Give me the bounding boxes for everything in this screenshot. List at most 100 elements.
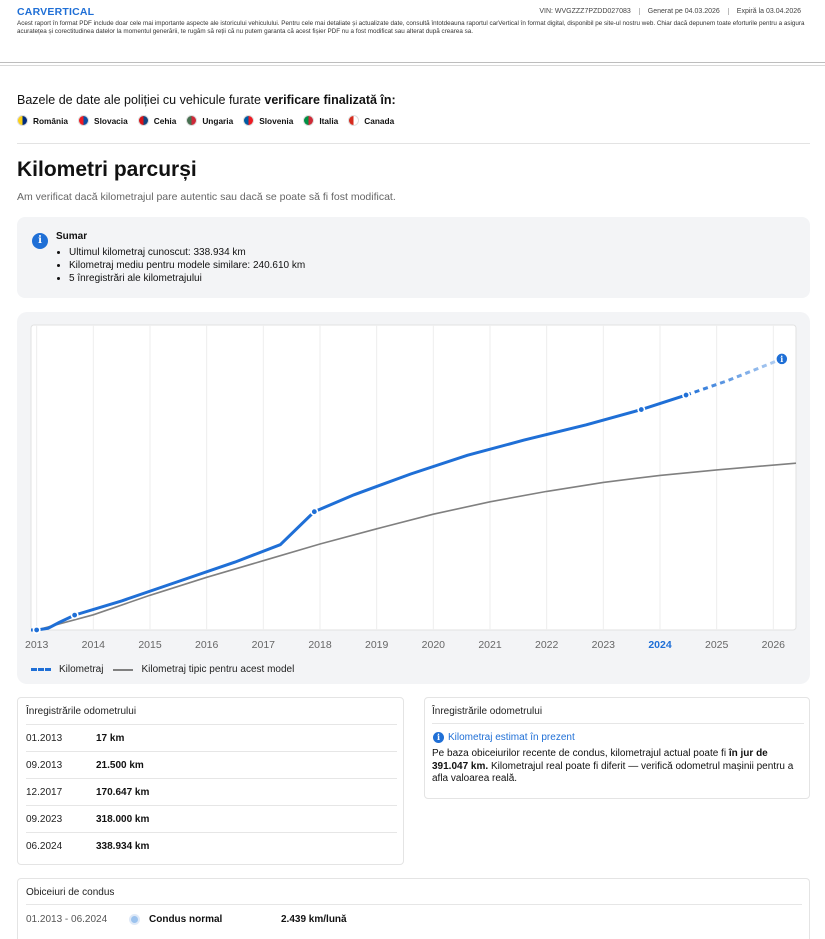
country-name: Canada [364, 115, 395, 126]
x-tick-label: 2024 [648, 639, 672, 651]
habits-title: Obiceiuri de condus [26, 887, 115, 898]
stolen-db-title: Bazele de date ale poliției cu vehicule … [17, 93, 396, 107]
country-item: România [17, 115, 68, 126]
record-km: 338.934 km [96, 841, 150, 852]
country-list: România Slovacia Cehia Ungaria Slovenia Itali… [17, 115, 394, 126]
x-tick-label: 2019 [365, 639, 389, 651]
flag-icon [348, 115, 360, 126]
x-tick-label: 2016 [195, 639, 219, 651]
estimate-heading: Kilometraj estimat în prezent [448, 732, 575, 743]
country-item: Ungaria [186, 115, 233, 126]
vin-label: VIN: WVGZZZ7PZDD027083 [539, 8, 631, 15]
summary-item: Kilometraj mediu pentru modele similare:… [69, 259, 305, 272]
series-line-typical [36, 462, 797, 631]
habit-type: Condus normal [149, 914, 223, 925]
series-line-kilometraj [35, 393, 688, 632]
data-point [32, 625, 41, 634]
record-km: 17 km [96, 733, 125, 744]
table-row: 09.2013 21.500 km [26, 751, 397, 778]
x-tick-label: 2015 [138, 639, 162, 651]
habit-status-dot [129, 914, 140, 925]
info-icon: i [433, 732, 444, 743]
carvertical-logo[interactable]: CARVERTICAL [17, 6, 95, 18]
country-name: Cehia [153, 115, 177, 126]
table-row: 01.2013 17 km [26, 724, 397, 751]
x-tick-label: 2020 [422, 639, 446, 651]
plot-area [30, 324, 797, 631]
data-point [310, 507, 319, 516]
record-km: 21.500 km [96, 760, 144, 771]
table-row: 09.2023 318.000 km [26, 805, 397, 832]
legend-label: Kilometraj [59, 664, 104, 675]
country-name: Slovenia [259, 115, 294, 126]
x-tick-label: 2021 [478, 639, 502, 651]
mileage-chart: 2013 2014 2015 2016 2017 2018 2019 2020 2021 2022… [17, 312, 810, 684]
flag-icon [137, 115, 149, 126]
section-title: Kilometri parcurși [17, 158, 197, 181]
mileage-chart-svg: 2013 2014 2015 2016 2017 2018 2019 2020 2021 2022… [25, 324, 797, 651]
info-icon: i [32, 233, 48, 249]
flag-icon [78, 115, 90, 126]
disclaimer-text: Acest raport în format PDF include doar … [17, 20, 805, 36]
habits-period: 01.2013 - 06.2024 [26, 914, 108, 925]
legend-item-tipic: Kilometraj tipic pentru acest model [113, 664, 294, 675]
country-item: Slovenia [243, 115, 293, 126]
summary-box: i Sumar Ultimul kilometraj cunoscut: 338… [17, 217, 810, 298]
country-item: Slovacia [78, 115, 128, 126]
legend-swatch-gray [113, 668, 134, 671]
record-date: 09.2013 [26, 760, 63, 771]
flag-icon [243, 115, 255, 126]
estimate-info-glyph: i [780, 354, 783, 364]
chart-legend: Kilometraj Kilometraj tipic pentru acest… [31, 664, 294, 675]
flag-icon [303, 115, 315, 126]
driving-habits-card: Obiceiuri de condus 01.2013 - 06.2024 Co… [17, 878, 810, 939]
expiry-date: Expiră la 03.04.2026 [727, 8, 809, 15]
legend-swatch-blue [31, 668, 51, 671]
x-tick-label: 2014 [82, 639, 106, 651]
record-date: 12.2017 [26, 787, 63, 798]
generated-date: Generat pe 04.03.2026 [638, 8, 728, 15]
country-item: Canada [348, 115, 394, 126]
estimate-card-title: Înregistrările odometrului [432, 706, 543, 717]
data-point [682, 391, 691, 400]
report-header: CARVERTICAL VIN: WVGZZZ7PZDD027083 Gener… [0, 0, 825, 62]
record-km: 170.647 km [96, 787, 150, 798]
flag-icon [17, 115, 28, 126]
country-item: Italia [303, 115, 338, 126]
series-line-estimated [685, 357, 783, 397]
divider [432, 723, 804, 724]
summary-list: Ultimul kilometraj cunoscut: 338.934 kmK… [69, 246, 305, 285]
header-meta: VIN: WVGZZZ7PZDD027083 Generat pe 04.03.… [531, 8, 809, 15]
flag-icon [186, 115, 198, 126]
summary-item: 5 înregistrări ale kilometrajului [69, 272, 305, 285]
record-date: 09.2023 [26, 814, 63, 825]
x-tick-label: 2013 [25, 639, 49, 651]
estimate-text: Pe baza obiceiurilor recente de condus, … [432, 748, 794, 784]
country-name: Slovacia [94, 115, 128, 126]
summary-item: Ultimul kilometraj cunoscut: 338.934 km [69, 246, 305, 259]
record-km: 318.000 km [96, 814, 150, 825]
record-date: 01.2013 [26, 733, 63, 744]
x-tick-label: 2026 [762, 639, 786, 651]
x-tick-label: 2017 [252, 639, 276, 651]
legend-item-kilometraj: Kilometraj [31, 664, 103, 675]
x-tick-label: 2025 [705, 639, 729, 651]
summary-title: Sumar [56, 231, 88, 242]
x-tick-label: 2023 [592, 639, 616, 651]
legend-label: Kilometraj tipic pentru acest model [141, 664, 295, 675]
odometer-title: Înregistrările odometrului [26, 706, 137, 717]
table-row: 12.2017 170.647 km [26, 778, 397, 805]
country-name: Ungaria [202, 115, 234, 126]
section-divider [17, 143, 810, 144]
country-name: România [33, 115, 69, 126]
record-date: 06.2024 [26, 841, 63, 852]
header-divider [0, 62, 825, 66]
country-name: Italia [319, 115, 339, 126]
x-tick-label: 2022 [535, 639, 559, 651]
odometer-records-card: Înregistrările odometrului 01.2013 17 km 0… [17, 697, 404, 865]
estimate-info-icon [775, 352, 789, 366]
divider [26, 904, 802, 905]
estimate-card: Înregistrările odometrului i Kilometraj … [424, 697, 810, 799]
country-item: Cehia [137, 115, 177, 126]
table-row: 06.2024 338.934 km [26, 832, 397, 859]
